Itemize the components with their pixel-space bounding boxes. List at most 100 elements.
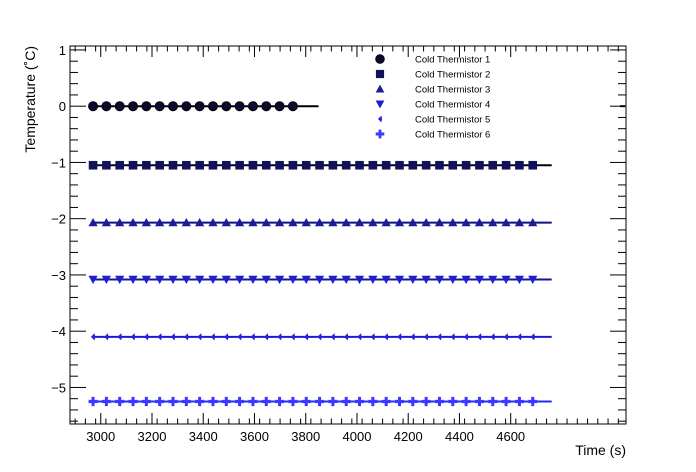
series-5-point: [277, 333, 282, 341]
series-6-point: [408, 396, 418, 407]
series-layer: [88, 101, 625, 407]
series-5-point: [530, 333, 535, 341]
series-2-point: [488, 160, 498, 170]
series-5-point: [397, 333, 402, 341]
series-6-point: [288, 396, 298, 407]
series-5-point: [370, 333, 376, 341]
series-1-point: [221, 101, 232, 112]
series-4: [88, 275, 552, 285]
series-1-point: [274, 101, 285, 112]
series-2-point: [421, 160, 431, 170]
series-3-point: [514, 218, 525, 227]
series-3-point: [434, 218, 445, 227]
series-2-point: [515, 160, 524, 170]
x-tick-label: 3000: [86, 429, 115, 444]
series-1-point: [114, 101, 125, 112]
series-4-point: [301, 275, 311, 285]
series-2-point: [368, 160, 378, 170]
series-6-point: [488, 396, 498, 407]
series-4-point: [448, 275, 458, 285]
series-3-point: [381, 218, 391, 227]
series-4-point: [248, 275, 258, 285]
legend-item-1: Cold Thermistor 1: [375, 54, 490, 66]
series-2-point: [328, 160, 338, 170]
series-2-point: [528, 160, 538, 170]
series-2-point: [341, 160, 351, 170]
series-4-point: [221, 275, 231, 285]
series-6-point: [275, 396, 285, 407]
series-6-point: [195, 396, 205, 407]
series-4-point: [115, 275, 125, 285]
legend-label: Cold Thermistor 3: [415, 85, 490, 96]
series-6-point: [101, 396, 111, 407]
series-4-point: [394, 275, 405, 285]
series-2-point: [288, 160, 298, 170]
series-4-point: [261, 275, 271, 285]
y-tick-label: −4: [51, 324, 66, 339]
series-4-point: [155, 275, 165, 285]
series-4-point: [461, 275, 471, 285]
series-5-point: [490, 333, 495, 341]
series-6-point: [341, 396, 351, 407]
series-6-point: [368, 396, 378, 407]
y-tick-label: 1: [59, 43, 66, 58]
series-6-point: [501, 396, 511, 407]
series-5-point: [503, 333, 509, 341]
series-6-point: [434, 396, 444, 407]
series-4-point: [274, 275, 285, 285]
series-5-point: [90, 333, 96, 341]
series-1-point: [194, 101, 205, 112]
series-6-point: [235, 396, 245, 407]
series-2-point: [381, 160, 391, 170]
x-tick-label: 3800: [291, 429, 320, 444]
series-3-point: [314, 218, 325, 227]
series-1-point: [88, 101, 99, 112]
series-2-point: [155, 160, 164, 170]
legend-marker: [375, 129, 385, 139]
series-4-point: [128, 275, 138, 285]
legend-label: Cold Thermistor 1: [415, 55, 490, 66]
series-3-point: [115, 218, 125, 227]
series-5-point: [130, 333, 136, 341]
series-6-point: [88, 396, 98, 407]
series-1-point: [128, 101, 139, 112]
series-4-point: [434, 275, 445, 285]
series-5-point: [224, 333, 229, 341]
legend-marker: [375, 69, 385, 79]
series-3-point: [461, 218, 471, 227]
series-1-point: [247, 101, 258, 112]
series-2-point: [355, 160, 364, 170]
series-5-point: [264, 333, 269, 341]
legend-item-5: Cold Thermistor 5: [377, 115, 490, 126]
series-5-point: [104, 333, 109, 341]
series-5-point: [184, 333, 189, 341]
series-1-point: [261, 101, 272, 112]
series-6-point: [141, 396, 151, 407]
y-axis-label: Temperature (˚C): [22, 46, 38, 153]
y-tick-label: −3: [51, 268, 66, 283]
series-3-point: [328, 218, 338, 227]
series-3-point: [101, 218, 111, 227]
series-5-point: [357, 333, 362, 341]
series-5-point: [423, 333, 429, 341]
plot-frame: [69, 45, 627, 425]
series-5-point: [477, 333, 482, 341]
series-3-point: [301, 218, 311, 227]
legend-item-3: Cold Thermistor 3: [375, 85, 490, 96]
series-4-point: [341, 275, 351, 285]
x-tick-label: 4000: [343, 429, 372, 444]
series-2-point: [142, 160, 151, 170]
series-6-point: [528, 396, 538, 407]
series-5-point: [157, 333, 162, 341]
series-3-point: [261, 218, 271, 227]
series-3-point: [421, 218, 431, 227]
series-5-point: [344, 333, 349, 341]
series-6: [88, 396, 552, 407]
series-3-point: [448, 218, 458, 227]
series-2-point: [182, 160, 191, 170]
series-5-point: [450, 333, 455, 341]
series-6-point: [208, 396, 218, 407]
legend-label: Cold Thermistor 4: [415, 100, 490, 111]
series-3-point: [474, 218, 485, 227]
series-5-point: [250, 333, 256, 341]
